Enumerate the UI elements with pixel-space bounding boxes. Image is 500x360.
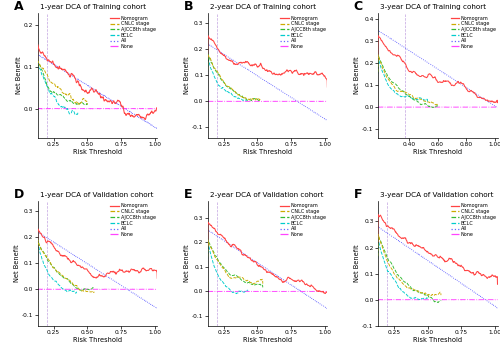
Text: E: E <box>184 188 192 201</box>
Text: D: D <box>14 188 24 201</box>
Text: 3-year DCA of Training cohort: 3-year DCA of Training cohort <box>380 4 486 10</box>
Text: F: F <box>354 188 362 201</box>
X-axis label: Risk Threshold: Risk Threshold <box>243 337 292 343</box>
Legend: Nomogram, CNLC stage, AJCC8th stage, BCLC, All, None: Nomogram, CNLC stage, AJCC8th stage, BCL… <box>110 15 156 50</box>
Text: 2-year DCA of Training cohort: 2-year DCA of Training cohort <box>210 4 316 10</box>
X-axis label: Risk Threshold: Risk Threshold <box>73 149 122 155</box>
Y-axis label: Net Benefit: Net Benefit <box>14 244 20 282</box>
Legend: Nomogram, CNLC stage, AJCC8th stage, BCLC, All, None: Nomogram, CNLC stage, AJCC8th stage, BCL… <box>280 15 326 50</box>
Legend: Nomogram, CNLC stage, AJCC8th stage, BCLC, All, None: Nomogram, CNLC stage, AJCC8th stage, BCL… <box>280 203 326 238</box>
Text: B: B <box>184 0 193 13</box>
Legend: Nomogram, CNLC stage, AJCC8th stage, BCLC, All, None: Nomogram, CNLC stage, AJCC8th stage, BCL… <box>110 203 156 238</box>
Y-axis label: Net Benefit: Net Benefit <box>184 57 190 94</box>
Text: C: C <box>354 0 363 13</box>
Legend: Nomogram, CNLC stage, AJCC8th stage, BCLC, All, None: Nomogram, CNLC stage, AJCC8th stage, BCL… <box>450 203 496 238</box>
X-axis label: Risk Threshold: Risk Threshold <box>73 337 122 343</box>
Y-axis label: Net Benefit: Net Benefit <box>16 57 22 94</box>
Legend: Nomogram, CNLC stage, AJCC8th stage, BCLC, All, None: Nomogram, CNLC stage, AJCC8th stage, BCL… <box>450 15 496 50</box>
Text: 1-year DCA of Training cohort: 1-year DCA of Training cohort <box>40 4 146 10</box>
Text: 3-year DCA of Validation cohort: 3-year DCA of Validation cohort <box>380 192 494 198</box>
Text: 2-year DCA of Validation cohort: 2-year DCA of Validation cohort <box>210 192 324 198</box>
Text: 1-year DCA of Validation cohort: 1-year DCA of Validation cohort <box>40 192 154 198</box>
X-axis label: Risk Threshold: Risk Threshold <box>243 149 292 155</box>
Y-axis label: Net Benefit: Net Benefit <box>354 244 360 282</box>
X-axis label: Risk Threshold: Risk Threshold <box>413 337 462 343</box>
Y-axis label: Net Benefit: Net Benefit <box>184 244 190 282</box>
Y-axis label: Net Benefit: Net Benefit <box>354 57 360 94</box>
X-axis label: Risk Threshold: Risk Threshold <box>413 149 462 155</box>
Text: A: A <box>14 0 23 13</box>
